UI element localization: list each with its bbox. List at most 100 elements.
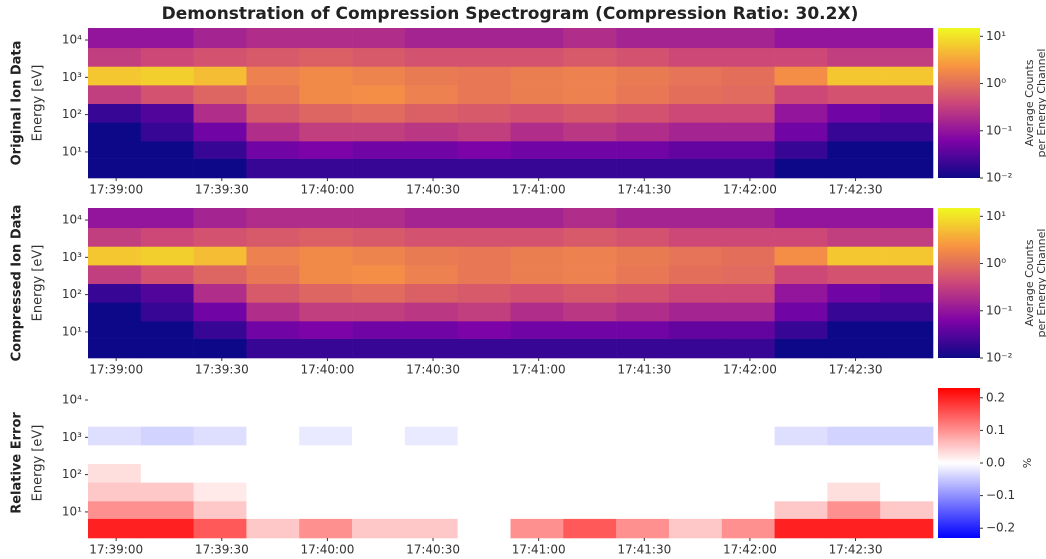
chart-title: Demonstration of Compression Spectrogram… (162, 4, 859, 24)
heatmap-cell (774, 246, 828, 266)
heatmap-cell (352, 501, 406, 519)
heatmap-cell (352, 388, 406, 409)
heatmap-cell (246, 47, 300, 67)
heatmap-cell (616, 158, 670, 179)
heatmap-cell (880, 47, 934, 67)
heatmap-cell (88, 122, 142, 142)
heatmap-cell (193, 122, 247, 142)
heatmap-cell (880, 66, 934, 86)
heatmap-cell (563, 482, 617, 502)
heatmap-cell (246, 482, 300, 502)
heatmap-cell (774, 66, 828, 86)
heatmap-cell (299, 28, 353, 49)
heatmap-cell (352, 122, 406, 142)
heatmap-cell (193, 227, 247, 247)
heatmap-cell (721, 302, 775, 322)
heatmap-cell (88, 407, 142, 427)
heatmap-cell (563, 283, 617, 303)
heatmap-cell (352, 283, 406, 303)
heatmap-cell (721, 388, 775, 409)
heatmap-cell (404, 302, 458, 322)
heatmap-cell (563, 227, 617, 247)
heatmap-cell (721, 103, 775, 123)
heatmap-cell (510, 445, 564, 465)
heatmap-cell (827, 208, 881, 229)
heatmap-cell (827, 47, 881, 67)
heatmap-cell (510, 85, 564, 105)
heatmap-cell (668, 338, 723, 359)
heatmap-cell (668, 388, 723, 409)
heatmap-cell (404, 122, 458, 142)
y-axis-title: Original Ion Data (10, 41, 25, 166)
heatmap-cell (140, 388, 194, 409)
heatmap-cell (668, 208, 723, 229)
heatmap-cell (457, 338, 511, 359)
heatmap-cell (140, 227, 194, 247)
heatmap-cell (246, 321, 300, 339)
heatmap-cell (88, 208, 142, 229)
heatmap-cell (193, 321, 247, 339)
heatmap-cell (457, 47, 511, 67)
heatmap-cell (827, 518, 881, 539)
heatmap-cell (616, 445, 670, 465)
heatmap-cell (510, 388, 564, 409)
heatmap-cell (457, 227, 511, 247)
heatmap-cell (563, 518, 617, 539)
heatmap-cell (299, 482, 353, 502)
heatmap-cell (193, 463, 247, 483)
heatmap-cell (140, 141, 194, 159)
y-tick-label: 10² (62, 107, 82, 121)
heatmap-cell (827, 321, 881, 339)
heatmap-cell (827, 501, 881, 519)
colorbar-label: per Energy Channel (1035, 229, 1046, 338)
x-tick-label: 17:42:00 (723, 183, 777, 197)
x-tick-label: 17:41:30 (617, 543, 671, 557)
heatmap-cell (193, 388, 247, 409)
heatmap-cell (510, 338, 564, 359)
heatmap-cell (827, 482, 881, 502)
heatmap-cell (88, 426, 142, 446)
heatmap-cell (88, 246, 142, 266)
heatmap-cell (352, 208, 406, 229)
heatmap-cell (616, 501, 670, 519)
heatmap-cell (457, 501, 511, 519)
heatmap-cell (563, 47, 617, 67)
heatmap-cell (88, 66, 142, 86)
heatmap-cell (457, 388, 511, 409)
x-tick-label: 17:40:30 (406, 183, 460, 197)
heatmap-cell (140, 283, 194, 303)
heatmap-cell (193, 66, 247, 86)
heatmap-cell (880, 407, 934, 427)
heatmap-cell (404, 208, 458, 229)
x-tick-label: 17:42:00 (723, 543, 777, 557)
heatmap-cell (193, 246, 247, 266)
heatmap-cell (880, 208, 934, 229)
heatmap-cell (616, 321, 670, 339)
heatmap-cell (616, 66, 670, 86)
heatmap-cell (721, 321, 775, 339)
colorbar-tick-label: 10⁻¹ (986, 303, 1013, 317)
heatmap-cell (140, 103, 194, 123)
heatmap-cell (880, 518, 934, 539)
heatmap-cell (193, 47, 247, 67)
x-tick-label: 17:42:30 (829, 543, 883, 557)
heatmap-cell (510, 246, 564, 266)
heatmap-cell (721, 85, 775, 105)
heatmap-cell (774, 338, 828, 359)
heatmap-cell (352, 426, 406, 446)
x-tick-label: 17:40:00 (300, 363, 354, 377)
heatmap-cell (668, 321, 723, 339)
colorbar-label: per Energy Channel (1035, 49, 1046, 158)
heatmap-cell (246, 445, 300, 465)
heatmap-cell (880, 85, 934, 105)
heatmap-cell (827, 227, 881, 247)
heatmap-cell (616, 103, 670, 123)
heatmap-cell (616, 28, 670, 49)
x-tick-label: 17:42:00 (723, 363, 777, 377)
colorbar-tick-label: 0.0 (986, 456, 1005, 470)
heatmap-cell (616, 85, 670, 105)
x-tick-label: 17:41:30 (617, 183, 671, 197)
heatmap-cell (774, 407, 828, 427)
heatmap-cell (774, 85, 828, 105)
heatmap-cell (299, 265, 353, 285)
